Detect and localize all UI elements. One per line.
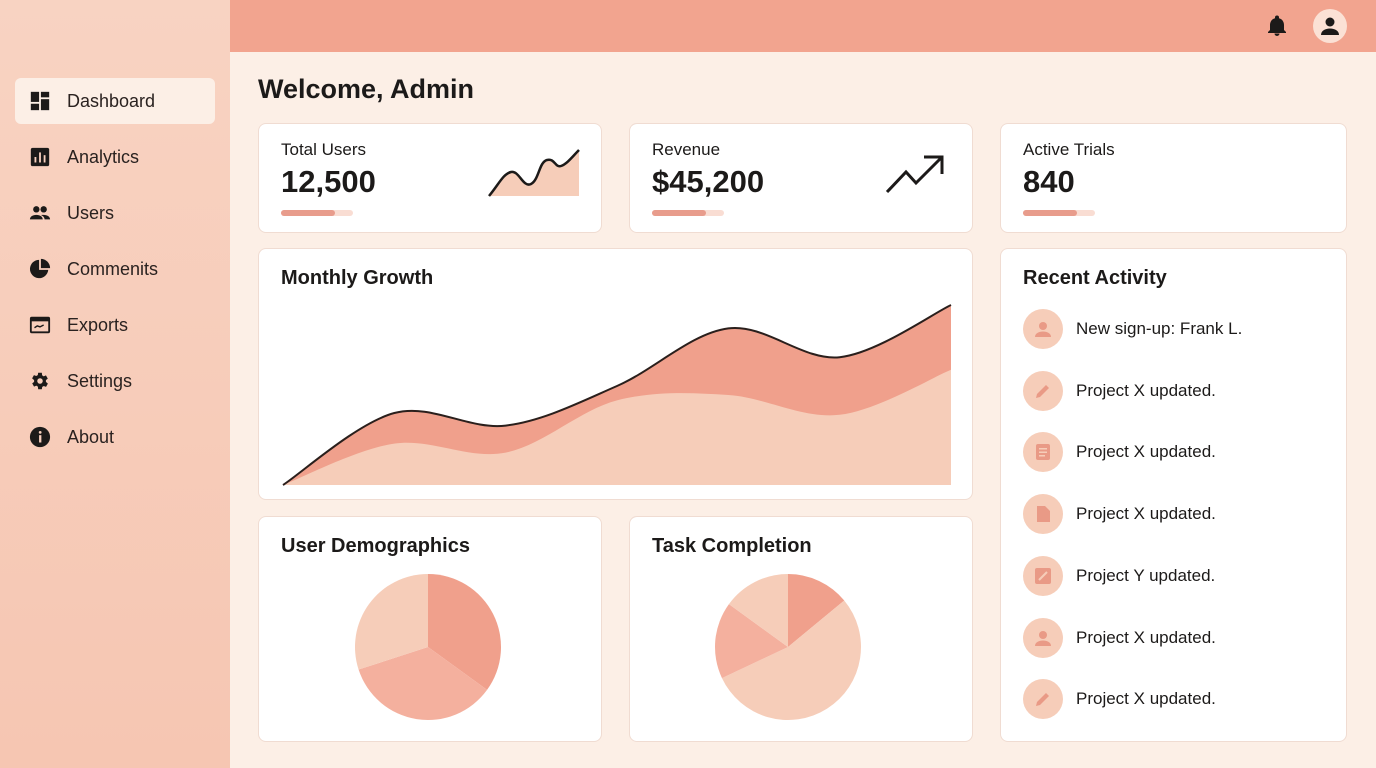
pie-slice <box>728 574 788 647</box>
file-icon <box>1023 494 1063 535</box>
pie-slice <box>355 574 428 670</box>
activity-text: Project X updated. <box>1076 689 1216 709</box>
page-title: Welcome, Admin <box>258 74 475 104</box>
card-title: Task Completion <box>652 535 812 557</box>
sidebar-item-about[interactable]: About <box>15 414 215 460</box>
bell-icon[interactable] <box>1260 9 1294 43</box>
stat-card-revenue: Revenue $45,200 <box>629 123 973 233</box>
sidebar-item-label: Dashboard <box>67 90 156 111</box>
activity-text: Project X updated. <box>1076 442 1216 462</box>
sidebar-item-exports[interactable]: Exports <box>15 302 215 348</box>
sidebar-item-users[interactable]: Users <box>15 190 215 236</box>
pie-slice <box>721 600 861 720</box>
info-icon <box>29 426 51 448</box>
activity-text: Project X updated. <box>1076 504 1216 524</box>
stat-label: Total Users <box>281 140 367 159</box>
activity-item[interactable]: Project Y updated. <box>1023 555 1216 596</box>
user-icon <box>1023 617 1063 658</box>
users-icon <box>29 206 51 220</box>
pencil-icon <box>1023 370 1063 411</box>
card-title: Monthly Growth <box>281 267 434 289</box>
sidebar-item-label: Settings <box>67 370 133 391</box>
pie-slice <box>715 604 788 679</box>
progress-bar <box>652 210 724 216</box>
sidebar-item-analytics[interactable]: Analytics <box>15 134 215 180</box>
sidebar-item-dashboard[interactable]: Dashboard <box>15 78 215 124</box>
monthly-growth-card: Monthly Growth <box>258 248 973 500</box>
activity-text: Project Y updated. <box>1076 565 1216 585</box>
trending-up-icon <box>885 155 944 194</box>
progress-bar <box>281 210 353 216</box>
sidebar-item-label: Users <box>67 202 115 223</box>
dashboard-icon <box>30 91 50 111</box>
demographics-pie <box>355 574 501 720</box>
task-completion-card: Task Completion <box>629 516 973 742</box>
stat-label: Active Trials <box>1023 140 1115 159</box>
activity-text: Project X updated. <box>1076 627 1216 647</box>
activity-item[interactable]: New sign-up: Frank L. <box>1023 309 1242 349</box>
gear-icon <box>32 372 48 390</box>
pie-slice <box>358 647 488 720</box>
bar-chart-icon <box>30 147 50 167</box>
area-chart <box>282 304 952 486</box>
sidebar-item-settings[interactable]: Settings <box>15 358 215 404</box>
user-avatar-icon[interactable] <box>1313 9 1347 43</box>
card-title: Recent Activity <box>1023 267 1167 289</box>
user-icon <box>1023 309 1063 349</box>
top-bar <box>230 0 1376 52</box>
sidebar-item-label: Commenits <box>67 258 159 279</box>
sidebar-item-label: About <box>67 426 115 447</box>
progress-bar <box>1023 210 1095 216</box>
pie-slice <box>428 574 501 690</box>
stat-card-active-trials: Active Trials 840 <box>1000 123 1347 233</box>
activity-item[interactable]: Project X updated. <box>1023 432 1216 473</box>
sidebar-item-label: Exports <box>67 314 129 335</box>
pie-chart-icon <box>29 258 51 279</box>
pie-slice <box>788 574 845 647</box>
user-demographics-card: User Demographics <box>258 516 602 742</box>
recent-activity-card: Recent Activity New sign-up: Frank L. Pro… <box>1000 248 1347 742</box>
area-series-1 <box>283 369 951 485</box>
activity-item[interactable]: Project X updated. <box>1023 617 1216 658</box>
activity-text: New sign-up: Frank L. <box>1076 319 1243 338</box>
task-pie <box>715 574 861 720</box>
sparkline-icon <box>488 149 580 197</box>
sidebar-item-commenits[interactable]: Commenits <box>15 246 215 292</box>
stat-value: 12,500 <box>281 164 376 199</box>
pencil-icon <box>1023 679 1063 720</box>
sidebar: Dashboard Analytics Users Commenits Exports S… <box>0 0 230 768</box>
area-series-line <box>282 304 952 486</box>
stat-card-total-users: Total Users 12,500 <box>258 123 602 233</box>
activity-item[interactable]: Project X updated. <box>1023 494 1216 535</box>
stat-label: Revenue <box>652 140 721 159</box>
activity-item[interactable]: Project X updated. <box>1023 370 1216 411</box>
activity-text: Project X updated. <box>1076 380 1216 400</box>
stat-value: $45,200 <box>652 164 765 199</box>
card-title: User Demographics <box>281 535 470 557</box>
export-icon <box>29 316 51 334</box>
activity-item[interactable]: Project X updated. <box>1023 679 1216 720</box>
sidebar-item-label: Analytics <box>67 146 140 167</box>
edit-icon <box>1023 555 1063 596</box>
document-icon <box>1023 432 1063 473</box>
stat-value: 840 <box>1023 164 1075 199</box>
